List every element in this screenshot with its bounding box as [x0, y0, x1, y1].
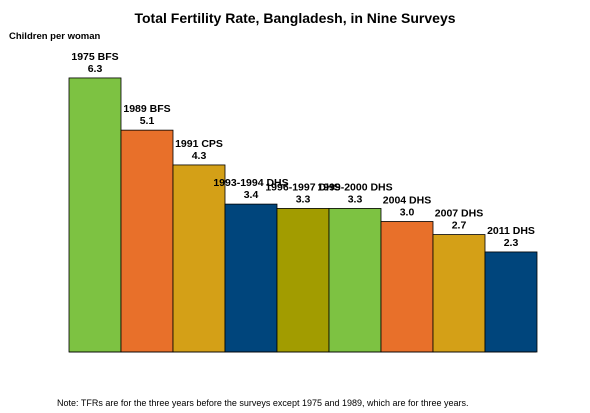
bar-category-label-9: 2011 DHS	[487, 225, 535, 237]
bar-category-label-5: 1996-1997 DHS	[265, 181, 340, 193]
bar-9	[484, 251, 538, 353]
bar-category-label-6: 1999-2000 DHS	[317, 181, 392, 193]
y-axis-label: Children per woman	[9, 31, 101, 42]
bar-6	[328, 208, 382, 353]
bar-5	[276, 208, 330, 353]
bar-value-label-6: 3.3	[348, 193, 363, 205]
bar-2	[120, 129, 174, 353]
bar-value-label-5: 3.3	[296, 193, 311, 205]
bar-8	[432, 234, 486, 353]
bar-7	[380, 221, 434, 353]
bar-3	[172, 164, 226, 353]
bar-value-label-9: 2.3	[504, 237, 519, 249]
bar-value-label-4: 3.4	[244, 189, 259, 201]
bar-category-label-2: 1989 BFS	[123, 103, 170, 115]
chart-title: Total Fertility Rate, Bangladesh, in Nin…	[134, 10, 455, 26]
bar-value-label-3: 4.3	[192, 150, 207, 162]
bar-category-label-7: 2004 DHS	[383, 195, 431, 207]
bar-value-label-8: 2.7	[452, 220, 467, 232]
bar-4	[224, 203, 278, 353]
footnote: Note: TFRs are for the three years befor…	[57, 398, 469, 408]
bar-1	[68, 77, 122, 353]
bar-value-label-1: 6.3	[88, 63, 103, 75]
bar-category-label-8: 2007 DHS	[435, 208, 483, 220]
bar-value-label-2: 5.1	[140, 115, 155, 127]
bar-category-label-3: 1991 CPS	[175, 138, 223, 150]
bars-group	[68, 77, 538, 353]
bar-value-label-7: 3.0	[400, 207, 415, 219]
bar-category-label-1: 1975 BFS	[71, 51, 118, 63]
bar-category-label-4: 1993-1994 DHS	[213, 177, 288, 189]
